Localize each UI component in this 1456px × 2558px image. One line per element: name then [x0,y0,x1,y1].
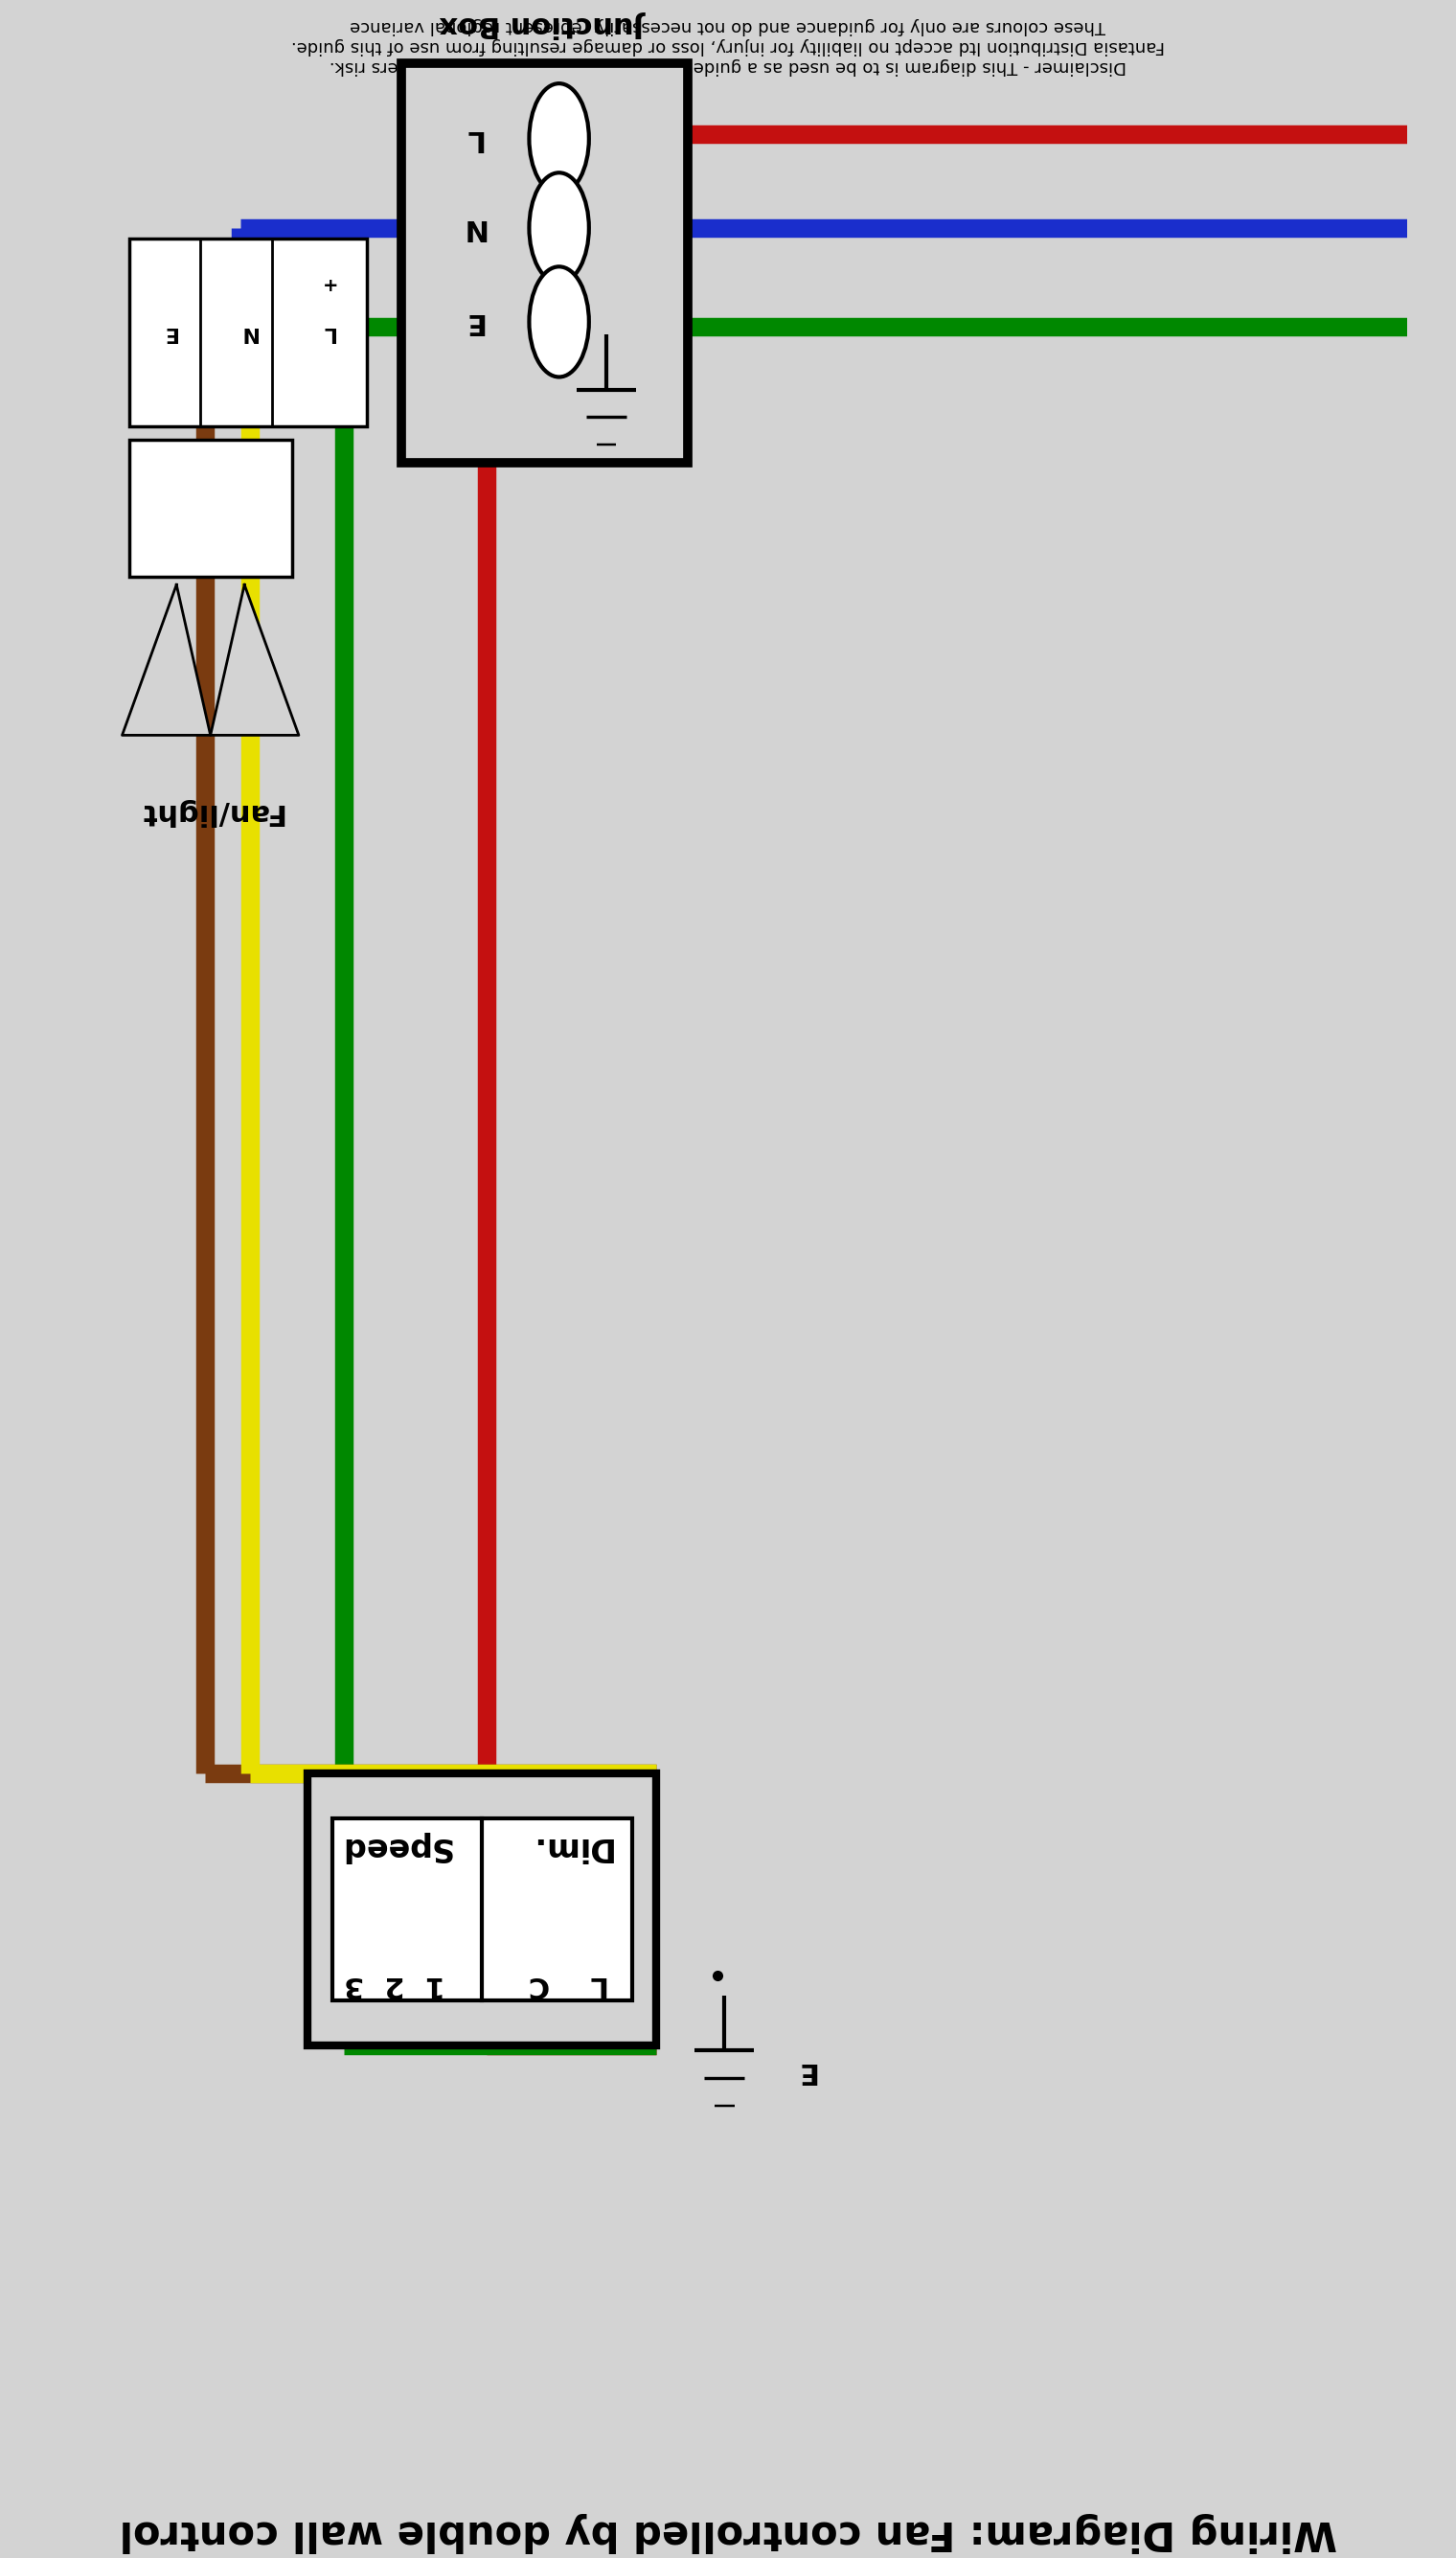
Polygon shape [211,586,298,734]
Bar [130,440,293,578]
Text: Dim.: Dim. [529,1832,610,1862]
Text: E: E [162,322,176,343]
Text: +: + [323,276,339,294]
Bar [130,238,367,427]
Bar [402,64,687,463]
Text: E: E [796,2057,815,2085]
Bar [332,1819,632,2000]
Text: L: L [320,322,333,343]
Text: L: L [464,125,482,153]
Text: Junction Box: Junction Box [443,10,648,38]
Text: Wiring Diagram: Fan controlled by double wall control: Wiring Diagram: Fan controlled by double… [119,2512,1337,2553]
Text: N: N [462,215,485,243]
Polygon shape [122,586,211,734]
Circle shape [529,84,588,194]
Text: Speed: Speed [339,1832,451,1862]
Circle shape [529,266,588,376]
Text: E: E [463,307,483,335]
Text: Disclaimer - This diagram is to be used as a guide.  Use of this guide is at the: Disclaimer - This diagram is to be used … [291,18,1165,74]
Circle shape [529,174,588,284]
Text: Fan/light: Fan/light [138,798,282,826]
Text: L    C: L C [529,1970,610,1998]
Text: 1  2  3: 1 2 3 [344,1970,446,1998]
Bar [307,1773,657,2046]
Text: N: N [239,322,256,343]
